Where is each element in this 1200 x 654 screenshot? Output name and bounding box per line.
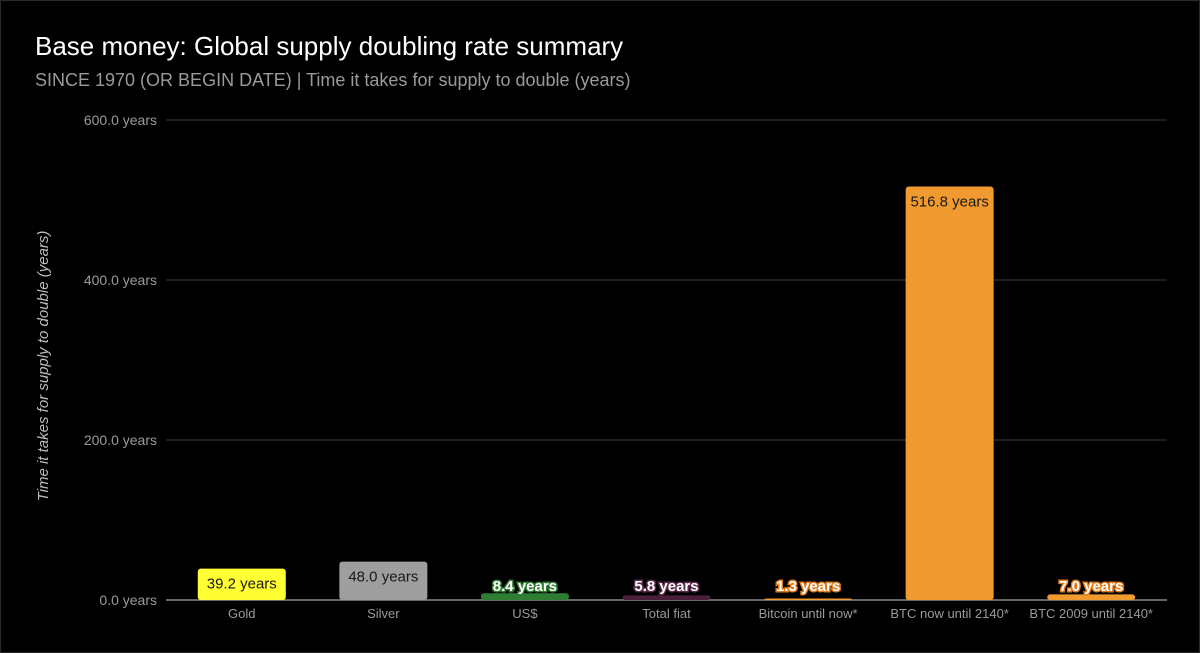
data-label: 8.4 years xyxy=(493,578,557,595)
chart-subtitle: SINCE 1970 (OR BEGIN DATE) | Time it tak… xyxy=(35,70,631,90)
x-tick-label: BTC now until 2140* xyxy=(890,606,1009,621)
bar-btc-2009-until-2140 xyxy=(1047,594,1136,600)
bar-silver xyxy=(339,561,428,600)
x-tick-label: US$ xyxy=(512,606,538,621)
bar-btc-now-until-2140 xyxy=(905,186,994,600)
x-tick-label: BTC 2009 until 2140* xyxy=(1029,606,1153,621)
data-label: 48.0 years xyxy=(348,569,418,586)
y-tick-label: 600.0 years xyxy=(84,112,157,128)
bar-gold xyxy=(197,568,286,600)
data-label: 39.2 years xyxy=(207,576,277,593)
data-label: 5.8 years xyxy=(634,578,698,595)
x-tick-label: Total fiat xyxy=(642,606,691,621)
data-label: 1.3 years xyxy=(776,578,840,595)
data-label: 7.0 years xyxy=(1059,578,1123,595)
y-tick-label: 0.0 years xyxy=(99,592,157,608)
data-label: 516.8 years xyxy=(910,194,988,211)
x-tick-label: Bitcoin until now* xyxy=(759,606,858,621)
x-tick-label: Silver xyxy=(367,606,400,621)
y-tick-label: 400.0 years xyxy=(84,272,157,288)
bar-total-fiat xyxy=(622,595,711,600)
bar-us xyxy=(480,593,569,600)
chart-title: Base money: Global supply doubling rate … xyxy=(35,31,624,61)
x-tick-label: Gold xyxy=(228,606,255,621)
y-tick-label: 200.0 years xyxy=(84,432,157,448)
y-axis-title: Time it takes for supply to double (year… xyxy=(35,231,52,502)
bar-bitcoin-until-now xyxy=(764,598,853,600)
